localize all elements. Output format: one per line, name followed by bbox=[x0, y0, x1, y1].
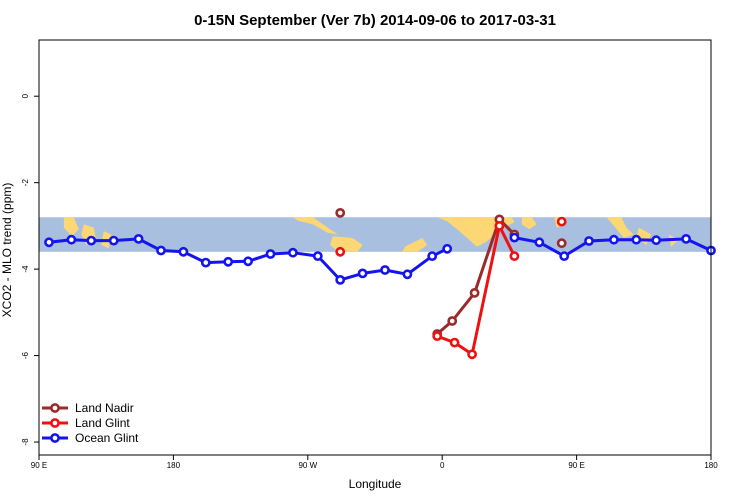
land-mass bbox=[402, 238, 428, 252]
data-point bbox=[631, 234, 642, 245]
data-point bbox=[312, 251, 323, 261]
series-land-glint bbox=[335, 216, 567, 360]
land-mass bbox=[521, 217, 537, 230]
series-layer bbox=[44, 207, 716, 360]
legend-swatch-marker bbox=[50, 418, 60, 428]
data-point bbox=[380, 265, 390, 275]
legend-item: Land Glint bbox=[42, 416, 130, 430]
x-tick-label: 180 bbox=[167, 461, 181, 470]
x-tick-label: 90 W bbox=[298, 461, 317, 470]
x-axis: 90 E 180 90 W 0 90 E 180 bbox=[31, 455, 718, 470]
y-axis-label: XCO2 - MLO trend (ppm) bbox=[0, 183, 14, 318]
data-point bbox=[108, 235, 119, 246]
data-point bbox=[287, 247, 298, 258]
x-tick-label: 90 E bbox=[568, 461, 584, 470]
data-point bbox=[509, 251, 520, 261]
x-axis-label: Longitude bbox=[349, 477, 402, 491]
data-point bbox=[534, 237, 545, 248]
data-point bbox=[86, 235, 97, 246]
data-point bbox=[427, 251, 438, 261]
data-point bbox=[156, 245, 166, 256]
data-point bbox=[335, 207, 346, 218]
data-point bbox=[265, 249, 276, 259]
land-mass bbox=[292, 217, 338, 235]
y-axis: 0 -2 -4 -6 -8 bbox=[21, 93, 39, 446]
legend-label: Ocean Glint bbox=[75, 431, 139, 445]
data-point bbox=[442, 243, 453, 254]
data-point bbox=[449, 337, 460, 348]
legend-item: Land Nadir bbox=[42, 401, 134, 415]
data-point bbox=[609, 234, 619, 245]
data-point bbox=[223, 256, 234, 267]
x-tick-label: 0 bbox=[440, 461, 445, 470]
y-tick-label: -8 bbox=[21, 438, 30, 446]
data-point bbox=[178, 246, 189, 257]
data-point bbox=[335, 246, 346, 257]
data-point bbox=[133, 233, 144, 244]
data-point bbox=[44, 237, 54, 248]
data-point bbox=[335, 274, 346, 285]
data-point bbox=[559, 251, 570, 261]
legend-swatch-marker bbox=[50, 433, 60, 443]
land-mass bbox=[63, 217, 79, 237]
data-point bbox=[467, 349, 477, 360]
x-tick-label: 180 bbox=[704, 461, 718, 470]
y-tick-label: -6 bbox=[21, 351, 30, 359]
y-tick-label: -2 bbox=[21, 179, 30, 187]
x-tick-label: 90 E bbox=[31, 461, 47, 470]
land-mass bbox=[606, 217, 634, 238]
data-point bbox=[509, 232, 520, 243]
chart-title: 0-15N September (Ver 7b) 2014-09-06 to 2… bbox=[194, 12, 556, 29]
series-ocean-glint bbox=[44, 232, 716, 285]
data-point bbox=[469, 287, 480, 298]
data-point bbox=[556, 238, 567, 249]
data-point bbox=[584, 236, 594, 246]
data-point bbox=[651, 235, 662, 246]
data-point bbox=[494, 220, 505, 231]
data-point bbox=[66, 234, 77, 245]
data-point bbox=[357, 268, 368, 279]
legend-item: Ocean Glint bbox=[42, 431, 139, 445]
y-tick-label: -4 bbox=[21, 265, 30, 273]
data-point bbox=[556, 216, 567, 227]
data-point bbox=[243, 256, 253, 267]
data-point bbox=[432, 331, 443, 341]
y-tick-label: 0 bbox=[21, 93, 30, 98]
legend-swatch-marker bbox=[50, 403, 60, 413]
legend-label: Land Glint bbox=[75, 416, 130, 430]
data-point bbox=[402, 269, 413, 280]
data-point bbox=[681, 233, 691, 244]
data-point bbox=[447, 316, 458, 326]
plot-frame bbox=[38, 39, 712, 456]
legend-label: Land Nadir bbox=[75, 401, 134, 415]
data-point bbox=[200, 257, 211, 268]
